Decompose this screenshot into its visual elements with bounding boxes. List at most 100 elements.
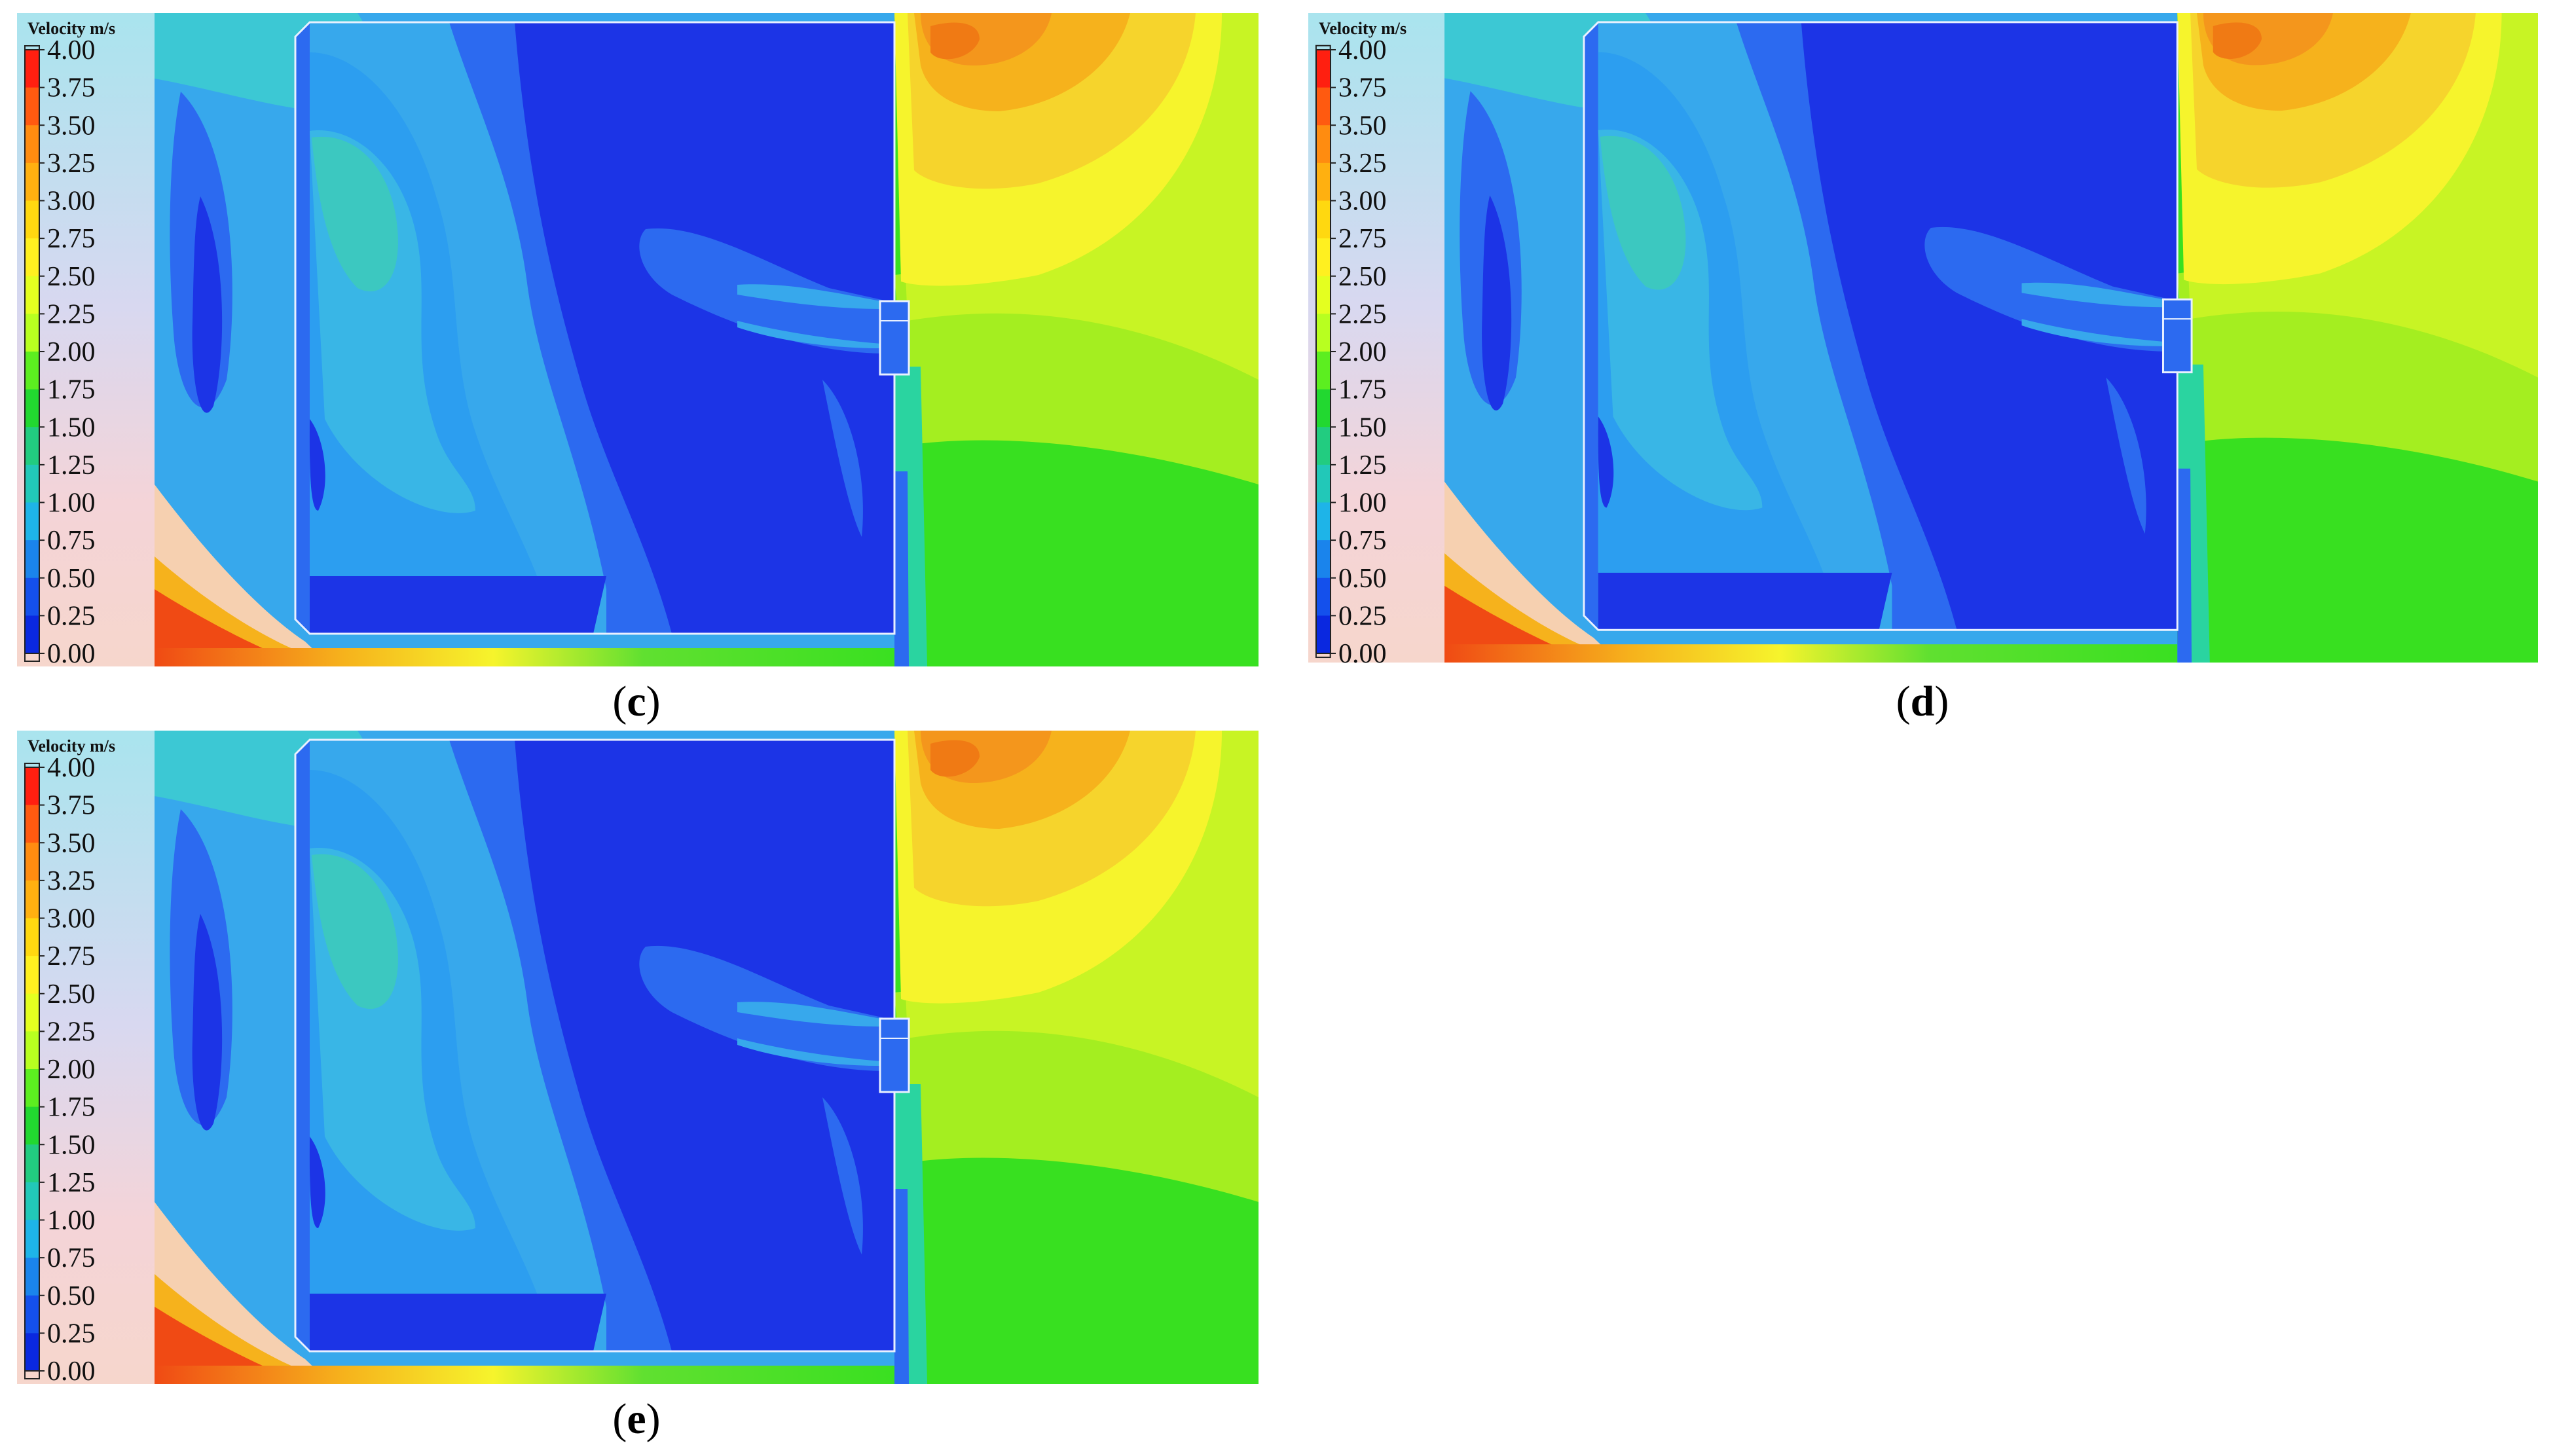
colorbar-segment — [25, 1069, 39, 1108]
colorbar-segment — [25, 125, 39, 164]
colorbar-segment — [25, 767, 39, 806]
colorbar-tick-label: 1.50 — [47, 412, 96, 443]
panel-d — [1308, 13, 2538, 663]
colorbar-tick-label: 2.25 — [1338, 299, 1387, 329]
colorbar-segment — [25, 540, 39, 579]
contour-plot-d — [1308, 13, 2538, 663]
colorbar-tick-label: 1.75 — [47, 1093, 96, 1123]
colorbar-tick-label: 1.75 — [47, 375, 96, 405]
colorbar-segment — [25, 238, 39, 277]
colorbar-tick-label: 1.25 — [47, 1168, 96, 1198]
colorbar-tick-label: 2.25 — [47, 299, 96, 329]
colorbar-tick-label: 0.25 — [47, 601, 96, 631]
colorbar-segment — [25, 314, 39, 352]
colorbar-segment — [1316, 162, 1331, 202]
colorbar-segment — [25, 502, 39, 541]
colorbar-tick-label: 4.00 — [1338, 35, 1387, 65]
panel-e — [17, 731, 1259, 1384]
colorbar-segment — [25, 162, 39, 202]
colorbar-tick-label: 3.50 — [47, 828, 96, 858]
colorbar-segment — [1316, 125, 1331, 164]
colorbar-tick-label: 2.75 — [1338, 224, 1387, 254]
colorbar-segment — [25, 805, 39, 844]
colorbar-tick-label: 0.25 — [47, 1319, 96, 1349]
colorbar-tick-label: 0.25 — [1338, 601, 1387, 631]
colorbar: Velocity m/s4.00 3.75 3.50 3.25 3.00 2.75 2.50… — [24, 737, 115, 1384]
colorbar-tick-label: 2.75 — [47, 941, 96, 972]
colorbar-segment — [1316, 427, 1331, 465]
contour-plot-c — [17, 13, 1259, 666]
colorbar-tick-label: 2.50 — [47, 979, 96, 1010]
colorbar-tick-label: 3.25 — [47, 149, 96, 179]
caption-c: (c) — [612, 678, 661, 725]
colorbar-segment — [1316, 314, 1331, 352]
legend-title: Velocity m/s — [1319, 19, 1406, 38]
colorbar-tick-label: 0.75 — [47, 1243, 96, 1273]
colorbar-segment — [25, 1333, 39, 1372]
colorbar-segment — [1316, 540, 1331, 579]
colorbar-tick-label: 2.25 — [47, 1017, 96, 1047]
colorbar-tick-label: 2.00 — [1338, 337, 1387, 367]
colorbar-tick-label: 1.00 — [47, 1206, 96, 1236]
colorbar-tick-label: 4.00 — [47, 753, 96, 783]
colorbar-segment — [25, 1220, 39, 1259]
colorbar-tick-label: 1.25 — [1338, 450, 1387, 481]
colorbar-segment — [1316, 464, 1331, 503]
colorbar-segment — [25, 389, 39, 428]
colorbar-tick-label: 0.50 — [47, 1281, 96, 1311]
colorbar-segment — [25, 1258, 39, 1296]
colorbar-tick-label: 3.50 — [47, 111, 96, 141]
caption-e: (e) — [612, 1395, 661, 1443]
colorbar-tick-label: 2.50 — [1338, 262, 1387, 292]
colorbar-segment — [25, 1182, 39, 1221]
colorbar-segment — [25, 464, 39, 503]
colorbar-tick-label: 0.50 — [1338, 564, 1387, 594]
colorbar-segment — [1316, 389, 1331, 428]
colorbar-segment — [25, 1295, 39, 1334]
colorbar-tick-label: 0.00 — [1338, 639, 1387, 666]
colorbar-segment — [25, 577, 39, 617]
colorbar-tick-label: 1.25 — [47, 450, 96, 481]
colorbar-tick-label: 2.00 — [47, 337, 96, 367]
colorbar-tick-label: 0.75 — [47, 526, 96, 556]
colorbar-segment — [25, 276, 39, 315]
colorbar-tick-label: 3.50 — [1338, 111, 1387, 141]
colorbar: Velocity m/s4.00 3.75 3.50 3.25 3.00 2.75 2.50… — [24, 19, 115, 666]
colorbar-segment — [25, 843, 39, 881]
colorbar-segment — [25, 200, 39, 240]
colorbar-tick-label: 0.00 — [47, 1356, 96, 1384]
legend-e: Velocity m/s 4.00 3.75 3.50 3.25 3.00 2.75 2.50… — [17, 731, 155, 1384]
colorbar-segment — [25, 352, 39, 390]
contour-plot-e — [17, 731, 1259, 1384]
colorbar-segment — [25, 50, 39, 88]
caption-d: (d) — [1896, 678, 1949, 725]
colorbar-segment — [1316, 87, 1331, 126]
colorbar-tick-label: 3.75 — [1338, 73, 1387, 103]
colorbar-segment — [1316, 50, 1331, 88]
colorbar-segment — [1316, 276, 1331, 315]
colorbar-tick-label: 3.25 — [1338, 149, 1387, 179]
colorbar-tick-label: 2.75 — [47, 224, 96, 254]
colorbar-segment — [25, 87, 39, 126]
colorbar-tick-label: 3.00 — [47, 904, 96, 934]
colorbar-segment — [1316, 502, 1331, 541]
colorbar-segment — [25, 880, 39, 919]
colorbar-segment — [1316, 615, 1331, 654]
colorbar-tick-label: 1.50 — [1338, 412, 1387, 443]
colorbar-tick-label: 3.25 — [47, 866, 96, 896]
colorbar-tick-label: 3.75 — [47, 73, 96, 103]
colorbar-segment — [25, 1106, 39, 1146]
colorbar-tick-label: 0.50 — [47, 564, 96, 594]
colorbar-tick-label: 1.75 — [1338, 375, 1387, 405]
legend-c: Velocity m/s 4.00 3.75 3.50 3.25 3.00 2.75 2.50… — [17, 13, 155, 666]
colorbar-tick-label: 2.00 — [47, 1055, 96, 1085]
colorbar-tick-label: 3.75 — [47, 791, 96, 821]
colorbar-tick-label: 0.75 — [1338, 526, 1387, 556]
colorbar-segment — [1316, 577, 1331, 617]
colorbar-segment — [25, 1144, 39, 1183]
colorbar-segment — [25, 918, 39, 957]
colorbar-segment — [1316, 238, 1331, 277]
colorbar-tick-label: 1.50 — [47, 1130, 96, 1160]
colorbar-segment — [25, 615, 39, 654]
panel-c — [17, 13, 1259, 666]
